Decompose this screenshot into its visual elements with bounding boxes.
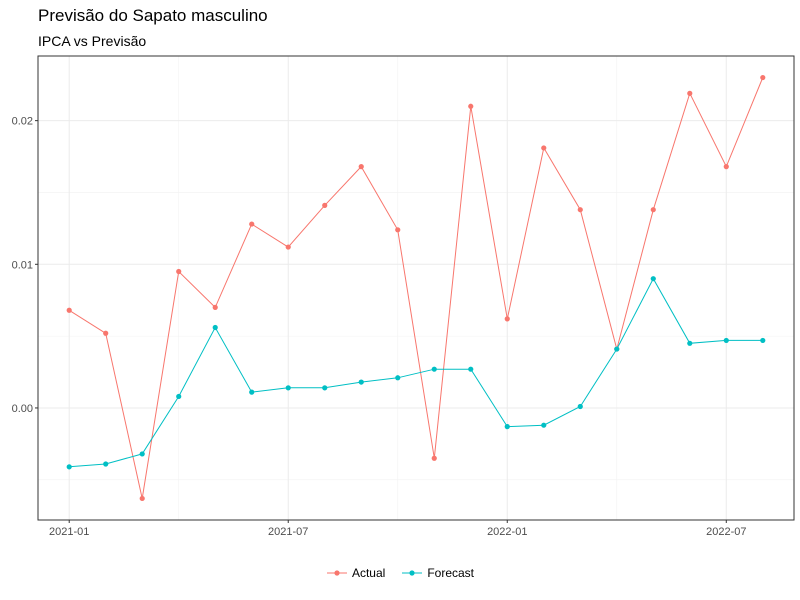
data-point-actual [577, 207, 583, 213]
legend-key-forecast [402, 570, 423, 576]
data-point-actual [541, 145, 547, 151]
legend-item-actual: Actual [326, 566, 385, 580]
series-line-actual [68, 77, 764, 499]
x-tick-label: 2022-07 [706, 526, 746, 538]
data-point-actual [212, 304, 218, 310]
data-point-forecast [468, 366, 474, 372]
data-point-actual [504, 316, 510, 322]
data-point-actual [395, 227, 401, 233]
data-point-actual [431, 455, 437, 461]
legend-item-forecast: Forecast [401, 566, 474, 580]
data-point-actual [249, 221, 255, 227]
chart-title: Previsão do Sapato masculino [38, 6, 268, 25]
x-tick-label: 2021-01 [49, 526, 89, 538]
data-point-forecast [66, 464, 72, 470]
data-point-forecast [358, 379, 364, 385]
y-tick-label: 0.00 [12, 403, 33, 415]
data-point-forecast [650, 276, 656, 282]
data-point-actual [103, 330, 109, 336]
data-point-forecast [322, 385, 328, 391]
data-point-actual [687, 90, 693, 96]
data-point-forecast [395, 375, 401, 381]
data-point-forecast [760, 337, 766, 344]
data-point-actual [322, 202, 328, 208]
data-point-forecast [723, 337, 729, 344]
data-point-forecast [541, 422, 547, 428]
data-point-actual [139, 495, 145, 502]
plot-border [37, 55, 795, 521]
data-point-actual [723, 164, 729, 170]
data-point-actual [468, 103, 474, 109]
data-point-forecast [176, 393, 182, 400]
legend-key-actual [326, 570, 347, 576]
data-point-forecast [687, 340, 693, 346]
data-point-actual [66, 307, 72, 313]
series-line-forecast [69, 277, 763, 468]
data-point-forecast [285, 385, 291, 391]
chart-subtitle: IPCA vs Previsão [38, 33, 147, 49]
data-point-actual [760, 74, 766, 81]
x-tick-label: 2021-07 [268, 526, 308, 538]
data-point-forecast [139, 451, 145, 457]
data-point-forecast [577, 403, 583, 410]
data-point-forecast [103, 461, 109, 467]
legend-label-actual: Actual [351, 566, 386, 580]
data-point-actual [358, 164, 364, 170]
data-point-actual [285, 244, 291, 250]
data-point-actual [650, 207, 656, 213]
data-point-forecast [212, 324, 218, 331]
data-point-forecast [249, 389, 255, 395]
y-tick-label: 0.02 [12, 116, 33, 128]
legend-label-forecast: Forecast [427, 566, 475, 580]
data-point-forecast [431, 366, 437, 372]
x-tick-label: 2022-01 [487, 526, 527, 538]
legend: Actual Forecast [0, 566, 800, 580]
y-tick-label: 0.01 [12, 259, 33, 271]
data-point-forecast [504, 424, 510, 430]
data-point-actual [176, 268, 182, 275]
data-point-forecast [614, 346, 620, 352]
